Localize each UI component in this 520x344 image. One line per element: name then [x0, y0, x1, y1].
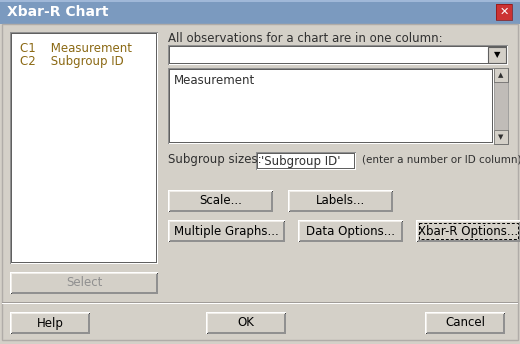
Bar: [416, 220, 520, 242]
Text: Xbar-R Options...: Xbar-R Options...: [419, 225, 518, 237]
Text: ▲: ▲: [498, 72, 504, 78]
Text: ✕: ✕: [499, 7, 509, 17]
Bar: [11, 313, 90, 334]
Bar: [289, 191, 392, 211]
Bar: [288, 190, 393, 212]
Bar: [496, 4, 512, 20]
Text: All observations for a chart are in one column:: All observations for a chart are in one …: [168, 32, 443, 45]
Bar: [488, 47, 506, 63]
Bar: [169, 191, 273, 212]
Bar: [426, 313, 504, 333]
Bar: [10, 32, 158, 264]
Text: ▼: ▼: [498, 134, 504, 140]
Bar: [170, 222, 283, 240]
Text: C1    Measurement: C1 Measurement: [20, 42, 132, 54]
Bar: [300, 222, 401, 240]
Bar: [168, 68, 494, 144]
Bar: [170, 70, 492, 142]
Text: Measurement: Measurement: [174, 74, 255, 86]
Bar: [494, 68, 508, 144]
Bar: [206, 312, 286, 334]
Bar: [11, 273, 158, 294]
Bar: [169, 191, 272, 211]
Bar: [289, 191, 393, 212]
Bar: [12, 314, 88, 332]
Text: Data Options...: Data Options...: [306, 225, 395, 237]
Bar: [12, 274, 158, 294]
Bar: [170, 47, 506, 63]
Bar: [207, 313, 286, 334]
Bar: [11, 33, 157, 263]
Bar: [2, 302, 518, 303]
Bar: [11, 313, 89, 333]
Text: Select: Select: [66, 277, 102, 290]
Text: Xbar-R Chart: Xbar-R Chart: [7, 5, 109, 19]
Bar: [298, 220, 403, 242]
Bar: [12, 314, 90, 334]
Bar: [419, 223, 518, 239]
Bar: [2, 303, 518, 304]
Bar: [299, 221, 402, 241]
Bar: [427, 314, 503, 332]
Text: Help: Help: [36, 316, 63, 330]
Bar: [169, 69, 494, 144]
Text: Subgroup sizes:: Subgroup sizes:: [168, 152, 262, 165]
Bar: [207, 313, 285, 333]
Text: Multiple Graphs...: Multiple Graphs...: [174, 225, 279, 237]
Bar: [10, 272, 158, 294]
Bar: [417, 221, 520, 242]
Text: Labels...: Labels...: [316, 194, 365, 207]
Bar: [169, 221, 284, 241]
Bar: [494, 68, 508, 82]
Bar: [11, 273, 157, 293]
Bar: [11, 33, 158, 264]
Bar: [426, 313, 505, 334]
Bar: [299, 221, 403, 242]
Bar: [168, 45, 508, 65]
Text: C2    Subgroup ID: C2 Subgroup ID: [20, 55, 124, 68]
Bar: [12, 34, 156, 262]
Bar: [12, 274, 156, 292]
Text: (enter a number or ID column): (enter a number or ID column): [362, 154, 520, 164]
Bar: [169, 69, 493, 143]
Text: Cancel: Cancel: [445, 316, 485, 330]
Bar: [427, 314, 505, 334]
Text: 'Subgroup ID': 'Subgroup ID': [261, 154, 341, 168]
Bar: [488, 47, 506, 63]
Bar: [0, 0, 520, 2]
Bar: [418, 222, 520, 242]
Bar: [425, 312, 505, 334]
Bar: [290, 192, 393, 212]
Bar: [208, 314, 286, 334]
Bar: [256, 152, 356, 170]
Bar: [168, 190, 273, 212]
Bar: [170, 192, 273, 212]
Bar: [496, 4, 512, 20]
Text: OK: OK: [238, 316, 254, 330]
Bar: [418, 222, 519, 240]
Text: ▼: ▼: [494, 51, 500, 60]
Bar: [170, 222, 285, 242]
Text: Scale...: Scale...: [199, 194, 242, 207]
Bar: [417, 221, 520, 241]
Bar: [168, 220, 285, 242]
Bar: [257, 153, 356, 170]
Bar: [290, 192, 391, 210]
Bar: [257, 153, 355, 169]
Bar: [300, 222, 403, 242]
Bar: [169, 46, 507, 64]
Bar: [208, 314, 284, 332]
Bar: [169, 46, 508, 65]
Bar: [258, 154, 354, 168]
Bar: [169, 221, 285, 242]
Bar: [494, 130, 508, 144]
Bar: [10, 312, 90, 334]
Bar: [494, 130, 508, 144]
Bar: [170, 192, 271, 210]
Bar: [0, 0, 520, 24]
Bar: [494, 68, 508, 82]
